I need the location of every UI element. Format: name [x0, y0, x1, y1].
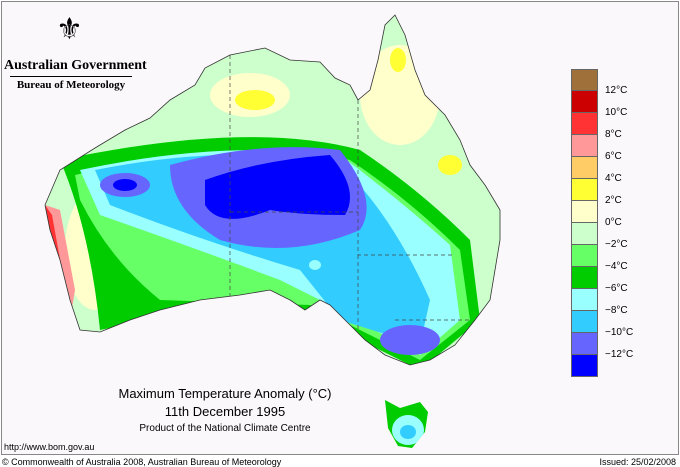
agency-name: Bureau of Meteorology — [16, 79, 126, 91]
legend-swatch — [571, 267, 598, 289]
legend-label: −8°C — [605, 305, 628, 316]
coat-of-arms-icon: ⚜ — [56, 13, 83, 46]
legend-label: −2°C — [605, 239, 628, 250]
legend-label: 10°C — [605, 107, 628, 118]
legend-label: 2°C — [605, 195, 622, 206]
legend-swatch — [571, 69, 598, 91]
map-title: Maximum Temperature Anomaly (°C) — [118, 386, 332, 401]
legend-label: −4°C — [605, 261, 628, 272]
legend-label: 12°C — [605, 85, 628, 96]
copyright: © Commonwealth of Australia 2008, Austra… — [2, 457, 282, 467]
color-legend — [571, 69, 598, 377]
legend-label: −10°C — [605, 327, 634, 338]
state-borders — [229, 55, 470, 330]
map-date: 11th December 1995 — [164, 404, 286, 419]
legend-swatch — [571, 355, 598, 377]
legend-label: −12°C — [605, 349, 634, 360]
org-name: Australian Government — [4, 58, 147, 73]
tasmania-contours — [385, 400, 428, 448]
legend-swatch — [571, 245, 598, 267]
product-note: Product of the National Climate Centre — [139, 423, 311, 434]
legend-label: 8°C — [605, 129, 622, 140]
legend-swatch — [571, 311, 598, 333]
legend-swatch — [571, 91, 598, 113]
legend-swatch — [571, 113, 598, 135]
legend-swatch — [571, 135, 598, 157]
legend-swatch — [571, 333, 598, 355]
legend-label: 4°C — [605, 173, 622, 184]
government-logo: ⚜ Australian Government Bureau of Meteor… — [4, 8, 147, 91]
website-link[interactable]: http://www.bom.gov.au — [4, 442, 95, 452]
legend-label: −6°C — [605, 283, 628, 294]
legend-swatch — [571, 201, 598, 223]
legend-swatch — [571, 223, 598, 245]
legend-swatch — [571, 289, 598, 311]
legend-swatch — [571, 179, 598, 201]
legend-label: 6°C — [605, 151, 622, 162]
issued-date: Issued: 25/02/2008 — [599, 457, 676, 467]
legend-label: 0°C — [605, 217, 622, 228]
legend-swatch — [571, 157, 598, 179]
